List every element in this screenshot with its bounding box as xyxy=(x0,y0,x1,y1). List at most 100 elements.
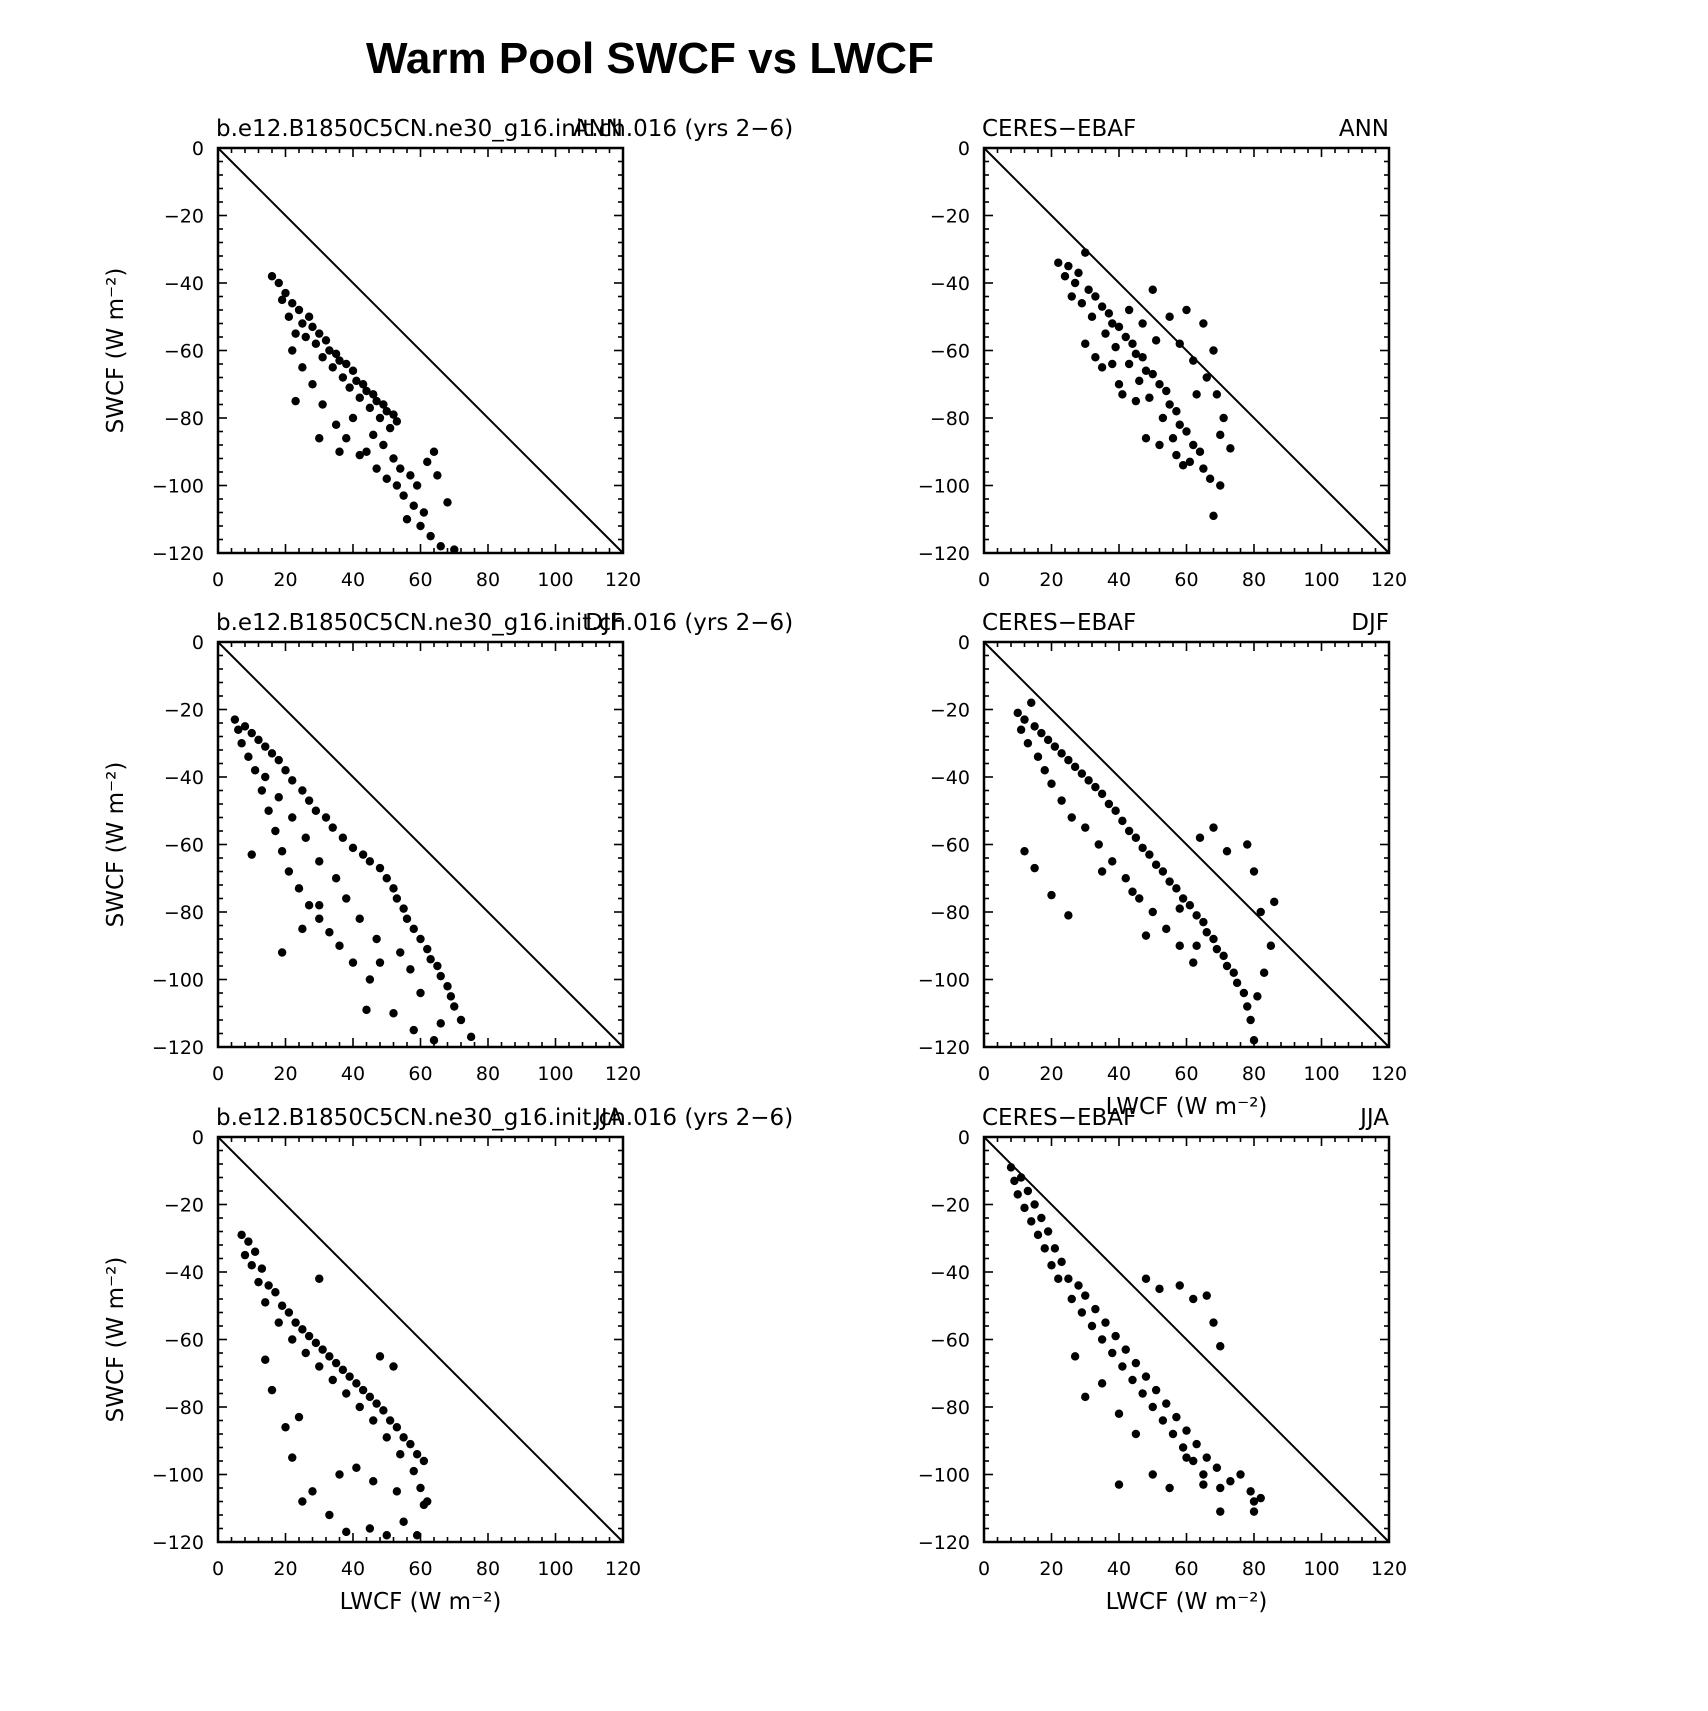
data-point xyxy=(1124,305,1134,315)
data-point xyxy=(382,407,391,416)
data-point xyxy=(1155,1284,1164,1294)
data-point xyxy=(362,386,371,396)
panel-left-label: b.e12.B1850C5CN.ne30_g16.init.ch.016 (yr… xyxy=(216,610,793,636)
data-point xyxy=(288,299,297,308)
data-point xyxy=(244,752,253,761)
data-point xyxy=(308,322,317,332)
data-point xyxy=(416,988,425,998)
data-point xyxy=(331,349,341,359)
data-point xyxy=(1162,386,1171,396)
figure-title: Warm Pool SWCF vs LWCF xyxy=(366,34,934,83)
data-point xyxy=(436,542,445,551)
panel-left-label: CERES−EBAF xyxy=(982,1105,1136,1131)
data-point xyxy=(304,796,314,805)
data-point xyxy=(1192,941,1201,950)
data-point xyxy=(274,793,283,802)
data-point xyxy=(1148,907,1157,917)
y-tick-label: −100 xyxy=(152,1465,204,1487)
x-tick-label: 100 xyxy=(1303,1558,1339,1580)
data-point xyxy=(446,992,456,1001)
data-point xyxy=(1114,1480,1124,1489)
data-point xyxy=(298,924,307,934)
data-point xyxy=(1077,299,1087,308)
x-tick-label: 0 xyxy=(978,569,990,591)
data-point xyxy=(1182,1453,1191,1462)
data-point xyxy=(409,501,418,510)
data-point xyxy=(1222,847,1232,856)
data-point xyxy=(335,941,344,950)
data-point xyxy=(406,1439,415,1449)
y-tick-label: −20 xyxy=(930,206,970,228)
data-point xyxy=(1097,1335,1107,1344)
data-point xyxy=(1054,1274,1063,1283)
y-tick-label: −20 xyxy=(164,700,204,722)
data-point xyxy=(315,857,324,866)
data-point xyxy=(315,901,324,910)
x-tick-label: 60 xyxy=(1174,1558,1198,1580)
data-point xyxy=(1199,917,1208,927)
data-point xyxy=(450,545,459,554)
data-point xyxy=(379,1406,388,1415)
data-point xyxy=(365,857,375,866)
data-point xyxy=(338,373,348,382)
data-point xyxy=(1155,440,1164,450)
data-point xyxy=(369,430,378,440)
data-point xyxy=(342,359,351,369)
x-tick-label: 100 xyxy=(1303,1063,1339,1085)
data-point xyxy=(399,904,408,913)
data-point xyxy=(1249,1497,1259,1506)
data-point xyxy=(1037,1213,1046,1223)
data-point xyxy=(1172,450,1181,460)
data-point xyxy=(1070,1352,1080,1361)
data-point xyxy=(257,1264,267,1273)
data-point xyxy=(1175,904,1184,913)
data-point xyxy=(1216,481,1225,490)
data-point xyxy=(1216,1507,1225,1516)
data-point xyxy=(392,1423,402,1432)
x-tick-label: 40 xyxy=(1107,569,1131,591)
data-point xyxy=(298,1497,307,1506)
x-tick-label: 100 xyxy=(1303,569,1339,591)
data-point xyxy=(1013,708,1022,718)
data-point xyxy=(1256,1493,1265,1503)
x-tick-label: 0 xyxy=(978,1558,990,1580)
y-tick-label: 0 xyxy=(958,632,970,654)
data-point xyxy=(281,766,290,775)
data-point xyxy=(1128,887,1137,896)
data-point xyxy=(348,413,358,423)
data-point xyxy=(396,948,405,957)
data-point xyxy=(240,1250,250,1260)
data-point xyxy=(1175,339,1184,348)
y-tick-label: 0 xyxy=(192,138,204,160)
data-point xyxy=(1097,1379,1107,1388)
y-tick-label: −80 xyxy=(164,902,204,924)
data-point xyxy=(1108,359,1117,369)
data-point xyxy=(1209,511,1218,521)
data-point xyxy=(1101,329,1110,338)
data-point xyxy=(1081,823,1090,832)
data-point xyxy=(1216,1483,1225,1493)
data-point xyxy=(342,1389,351,1398)
data-point xyxy=(369,1416,378,1425)
data-point xyxy=(365,1392,375,1402)
data-point xyxy=(345,383,354,392)
data-point xyxy=(1064,261,1073,271)
x-tick-label: 20 xyxy=(1039,1558,1063,1580)
data-point xyxy=(1050,1244,1060,1253)
data-point xyxy=(1222,961,1232,971)
data-point xyxy=(1195,447,1205,456)
data-point xyxy=(423,1497,432,1506)
panel-right-label: DJF xyxy=(1351,610,1389,636)
data-point xyxy=(1124,826,1134,836)
data-point xyxy=(419,508,429,517)
data-point xyxy=(1030,863,1039,873)
data-point xyxy=(237,1230,246,1240)
data-point xyxy=(396,464,405,473)
data-point xyxy=(409,924,418,934)
x-tick-label: 80 xyxy=(476,1558,500,1580)
data-point xyxy=(348,366,358,375)
data-point xyxy=(1067,292,1076,301)
data-point xyxy=(1101,1318,1110,1327)
data-point xyxy=(1141,1274,1151,1283)
data-point xyxy=(352,1463,361,1472)
